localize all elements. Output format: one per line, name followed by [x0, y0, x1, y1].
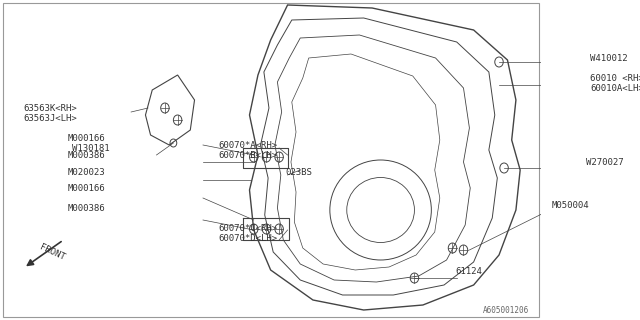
Text: M000386: M000386	[68, 150, 106, 159]
Text: 63563K<RH>: 63563K<RH>	[24, 103, 77, 113]
Text: 60070*B<LH>: 60070*B<LH>	[218, 150, 277, 159]
Text: M020023: M020023	[68, 167, 106, 177]
Text: 60010A<LH>: 60010A<LH>	[590, 84, 640, 92]
Text: M000166: M000166	[68, 133, 106, 142]
Text: M050004: M050004	[552, 201, 589, 210]
Text: FRONT: FRONT	[38, 242, 67, 262]
Text: 60070*A<RH>: 60070*A<RH>	[218, 140, 277, 149]
Text: 60070*C<RH>: 60070*C<RH>	[218, 223, 277, 233]
Text: 023BS: 023BS	[286, 167, 313, 177]
Text: 63563J<LH>: 63563J<LH>	[24, 114, 77, 123]
Text: 61124: 61124	[455, 268, 482, 276]
Text: W130181: W130181	[72, 143, 109, 153]
Text: M000386: M000386	[68, 204, 106, 212]
Text: 60070*D<LH>: 60070*D<LH>	[218, 234, 277, 243]
Text: A605001206: A605001206	[483, 306, 529, 315]
Text: W270027: W270027	[586, 157, 624, 166]
Text: 60010 <RH>: 60010 <RH>	[590, 74, 640, 83]
Text: M000166: M000166	[68, 183, 106, 193]
Text: W410012: W410012	[590, 53, 628, 62]
